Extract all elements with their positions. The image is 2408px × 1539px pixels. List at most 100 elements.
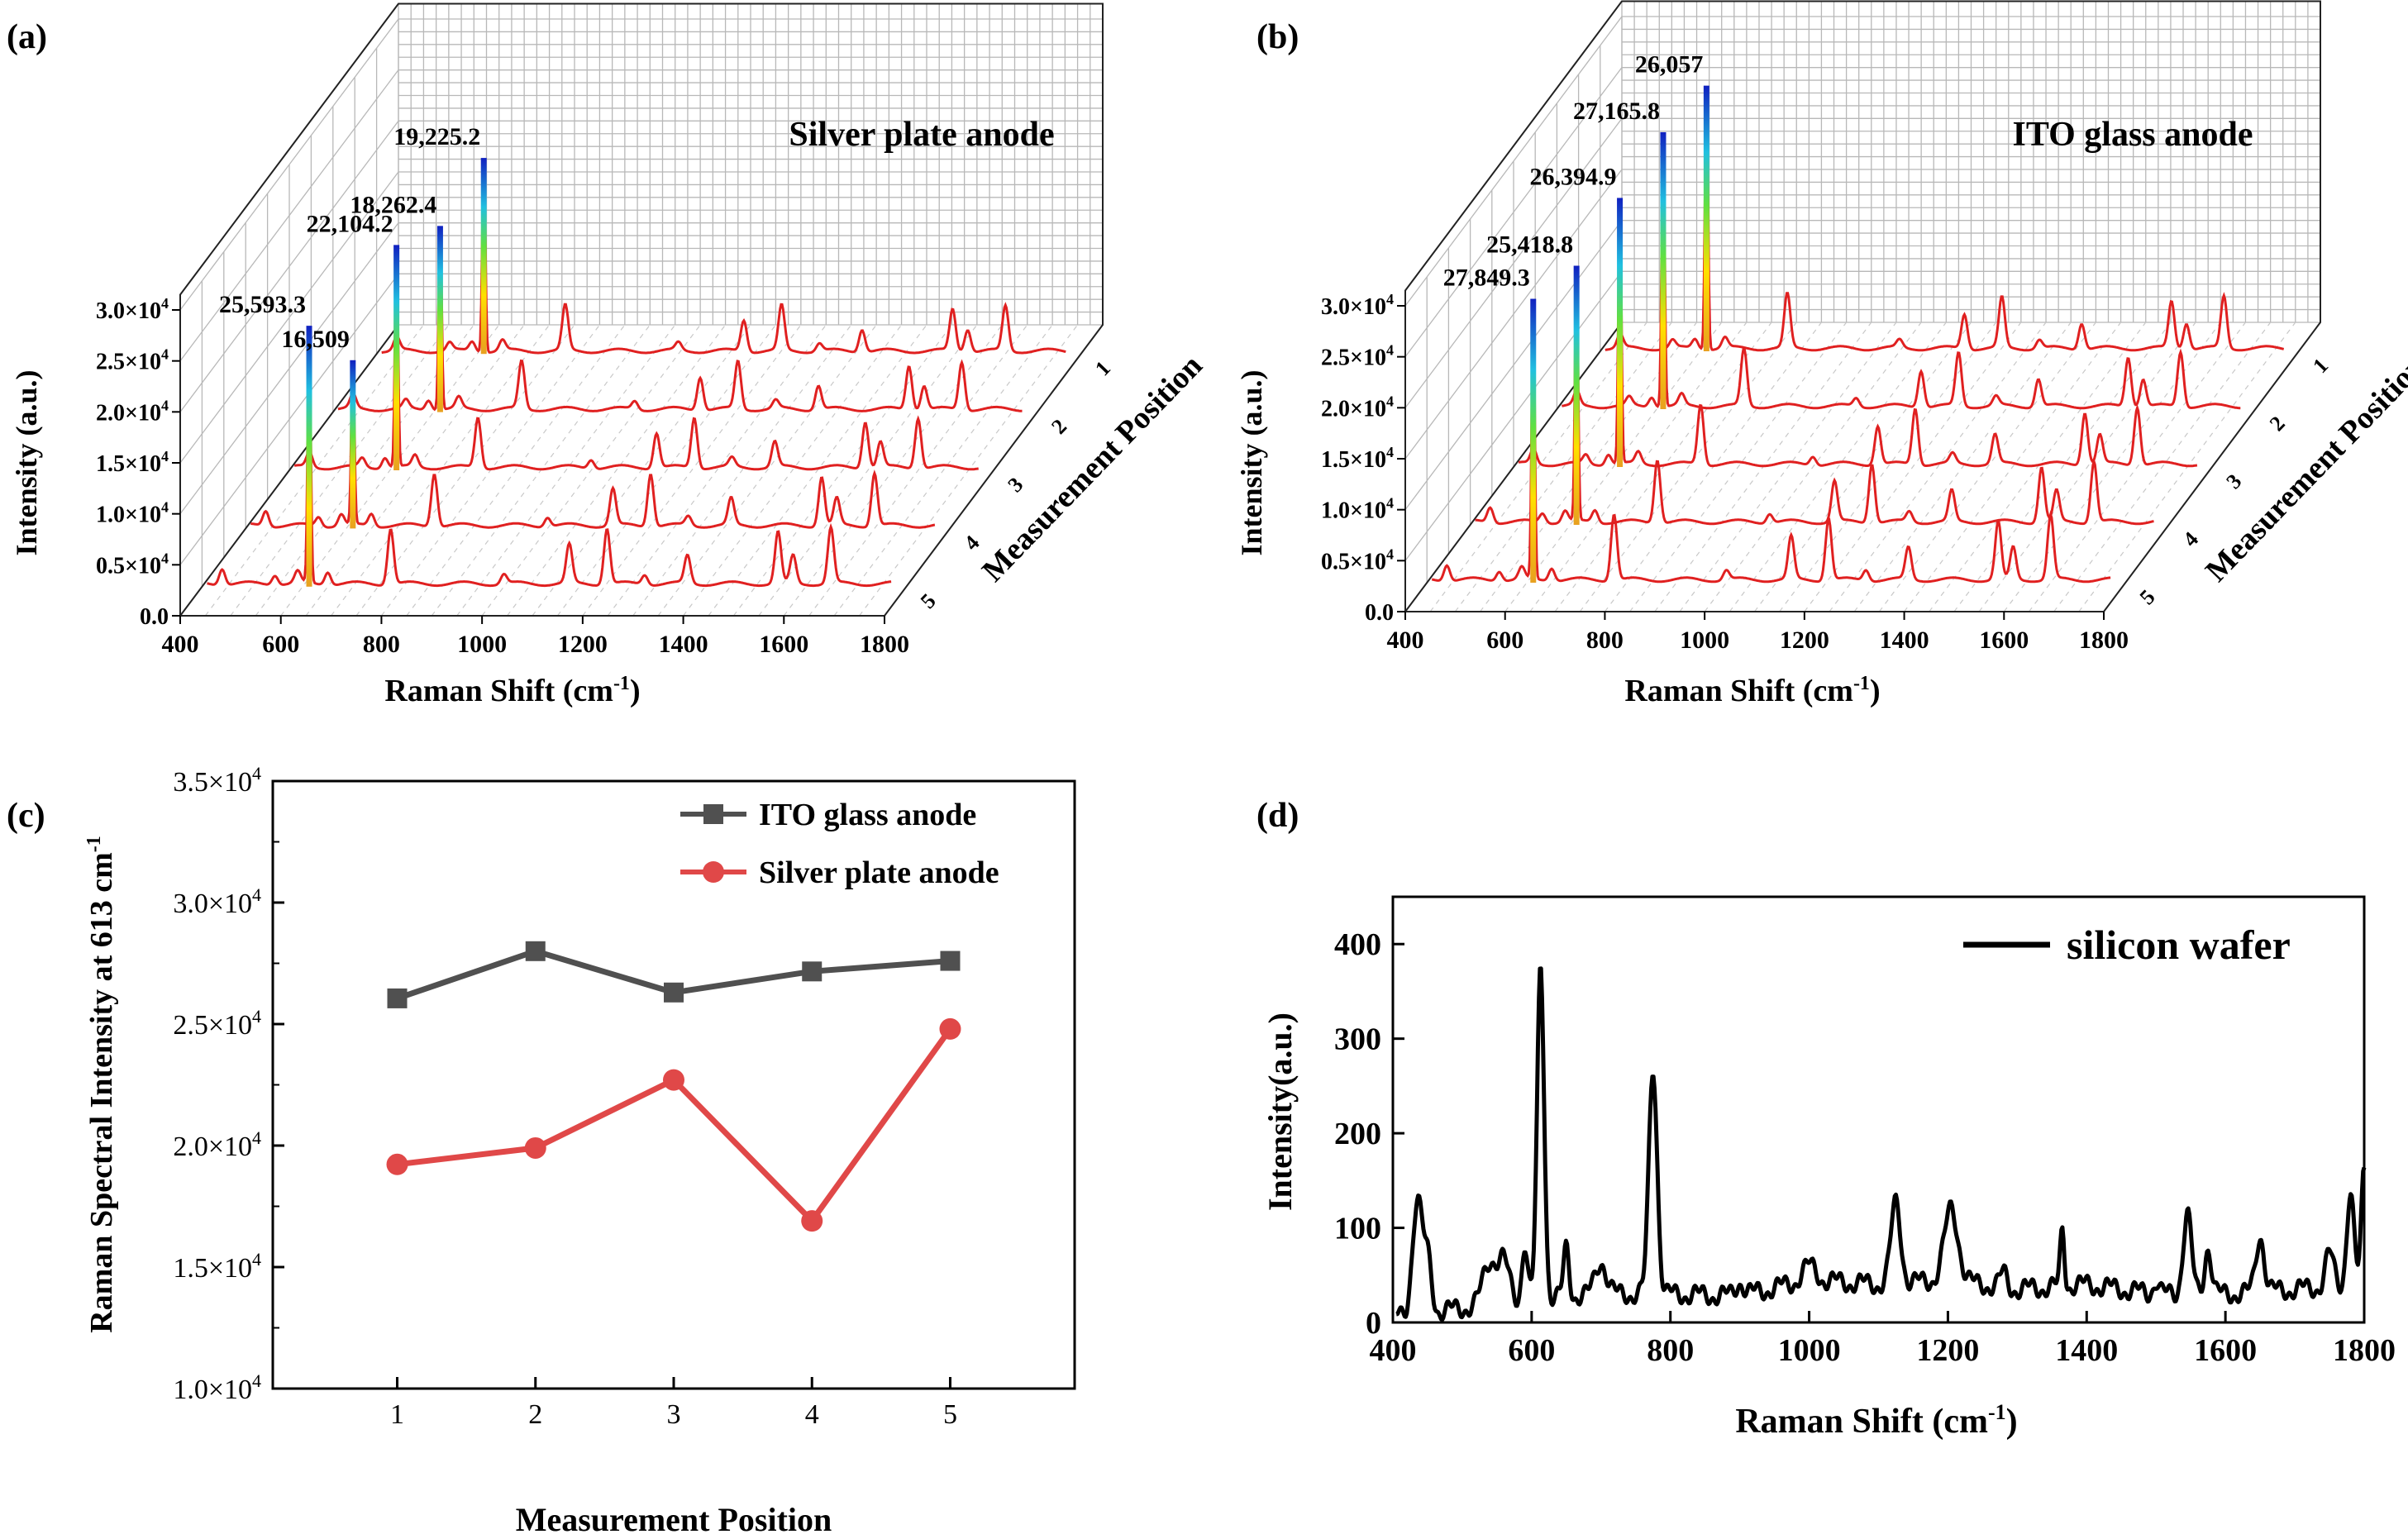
- a-xtick-label: 600: [262, 631, 299, 658]
- c-series-line-1: [397, 1027, 953, 1226]
- b-spectrum-pos-5: [1431, 307, 2111, 584]
- b-floor-grid: [1878, 322, 2096, 612]
- a-ytick-label: 2.5×104: [96, 346, 169, 375]
- b-peak-label-pos-4: 25,418.8: [1486, 231, 1573, 259]
- b-peak-bar-pos-1: [1703, 85, 1709, 351]
- a-xtick-label: 400: [162, 631, 199, 658]
- legend-silicon-label: silicon wafer: [2067, 922, 2291, 968]
- b-floor-grid: [1904, 322, 2122, 612]
- legend-ito-label: ITO glass anode: [759, 798, 976, 832]
- c-point-0-4: [940, 951, 961, 971]
- a-ytick-label: 0.0: [140, 604, 169, 630]
- a-xtick-label: 1000: [457, 631, 507, 658]
- panel-b-zlabel: Measurement Position: [2199, 348, 2408, 588]
- a-position-tick: 4: [960, 531, 985, 555]
- panel-b-title: ITO glass anode: [2013, 116, 2253, 154]
- b-floor-grid: [1978, 322, 2196, 612]
- c-xtick-label: 4: [805, 1399, 819, 1430]
- a-floor-grid: [607, 324, 827, 617]
- b-ytick-label: 1.5×104: [1321, 444, 1394, 473]
- b-xtick-label: 1200: [1780, 627, 1829, 654]
- a-position-tick: 5: [916, 588, 941, 612]
- b-peak-bar-pos-3: [1617, 198, 1624, 468]
- b-floor-grid: [1504, 322, 1723, 612]
- b-peak-label-pos-1: 26,057: [1635, 51, 1704, 79]
- b-floor-grid: [2053, 322, 2272, 612]
- c-point-0-2: [664, 982, 684, 1003]
- b-floor-grid: [1829, 322, 2047, 612]
- b-ytick-label: 3.0×104: [1321, 291, 1394, 320]
- a-floor-grid: [355, 324, 575, 617]
- b-position-tick: 1: [2308, 354, 2333, 378]
- a-peak-label-pos-5: 25,593.3: [219, 291, 306, 318]
- b-floor-grid: [1953, 322, 2172, 612]
- b-xtick-label: 1000: [1680, 627, 1729, 654]
- a-xtick-label: 1200: [558, 631, 608, 658]
- b-position-tick: 4: [2178, 527, 2203, 551]
- panel-a-label: (a): [7, 18, 47, 56]
- c-xtick-label: 3: [667, 1399, 681, 1430]
- a-ytick-label: 1.0×104: [96, 499, 169, 528]
- a-peak-label-pos-1: 19,225.2: [393, 123, 480, 150]
- panel-b-label: (b): [1256, 18, 1299, 56]
- a-peak-bar-pos-2: [436, 226, 443, 412]
- c-point-0-3: [802, 961, 823, 982]
- c-ytick-label: 3.5×104: [173, 763, 261, 798]
- a-floor-grid: [732, 324, 952, 617]
- panel-c-xlabel: Measurement Position: [516, 1501, 832, 1538]
- panel-c: (c) 1.0×104 1.5×104 2.0×104 2.5×104 3.0×104 3…: [7, 763, 1076, 1538]
- d-xtick-label: 600: [1508, 1333, 1555, 1368]
- a-floor-grid: [204, 324, 424, 617]
- c-point-1-0: [386, 1153, 408, 1175]
- a-xtick-label: 1400: [659, 631, 708, 658]
- c-ytick-label: 1.0×104: [173, 1370, 261, 1405]
- b-spectrum-pos-4: [1475, 273, 2154, 526]
- b-peak-label-pos-2: 27,165.8: [1573, 98, 1660, 125]
- d-ytick-label: 100: [1334, 1212, 1381, 1246]
- b-ytick-label: 2.0×104: [1321, 393, 1394, 422]
- a-peak-bar-pos-4: [350, 360, 356, 529]
- a-floor-grid: [632, 324, 852, 617]
- a-floor-grid: [556, 324, 776, 617]
- b-spectrum-pos-2: [1562, 143, 2241, 410]
- b-peak-bar-pos-4: [1573, 265, 1580, 525]
- c-point-1-2: [663, 1069, 684, 1091]
- d-xtick-label: 1200: [1916, 1333, 1979, 1368]
- b-floor-grid: [2028, 322, 2246, 612]
- b-floor-grid: [1529, 322, 1748, 612]
- legend-silver-marker: [703, 861, 724, 883]
- d-ytick-label: 400: [1334, 927, 1381, 962]
- a-floor-grid: [481, 324, 701, 617]
- b-position-tick: 2: [2265, 412, 2290, 436]
- d-xtick-label: 400: [1370, 1333, 1417, 1368]
- a-floor-grid: [783, 324, 1003, 617]
- panel-b-ylabel: Intensity (a.u.): [1235, 369, 1268, 555]
- panel-d: (d) 0 100 200 300 400 400 600 800 1000 1200 1400 16…: [1256, 797, 2396, 1441]
- b-floor-grid: [1679, 322, 1897, 612]
- a-xtick-label: 1600: [759, 631, 808, 658]
- b-xtick-label: 800: [1586, 627, 1624, 654]
- panel-d-xlabel: Raman Shift (cm-1): [1735, 1400, 2017, 1441]
- b-peak-label-pos-5: 27,849.3: [1443, 264, 1530, 292]
- a-spectrum-pos-1: [381, 165, 1066, 355]
- b-floor-grid: [1804, 322, 2022, 612]
- b-ytick-label: 0.0: [1365, 600, 1394, 626]
- b-xtick-label: 1800: [2079, 627, 2129, 654]
- c-ytick-label: 3.0×104: [173, 884, 261, 919]
- b-spectrum-pos-3: [1518, 207, 2198, 468]
- a-floor-grid: [280, 324, 500, 617]
- a-floor-grid: [808, 324, 1028, 617]
- panel-a-zlabel: Measurement Position: [975, 348, 1209, 588]
- b-position-tick: 5: [2135, 585, 2160, 609]
- panel-b: (b) 26,057 1 27,165.8 2 26,394.9 3 25,418.8 4 27…: [1235, 0, 2408, 708]
- d-xtick-label: 1800: [2333, 1333, 2396, 1368]
- a-floor-grid: [331, 324, 551, 617]
- b-ytick-label: 0.5×104: [1321, 546, 1394, 574]
- panel-a-title: Silver plate anode: [789, 116, 1054, 154]
- d-xtick-label: 1400: [2055, 1333, 2118, 1368]
- c-point-0-0: [387, 988, 408, 1008]
- d-xtick-label: 800: [1647, 1333, 1694, 1368]
- a-floor-grid: [305, 324, 525, 617]
- b-floor-grid: [1429, 322, 1647, 612]
